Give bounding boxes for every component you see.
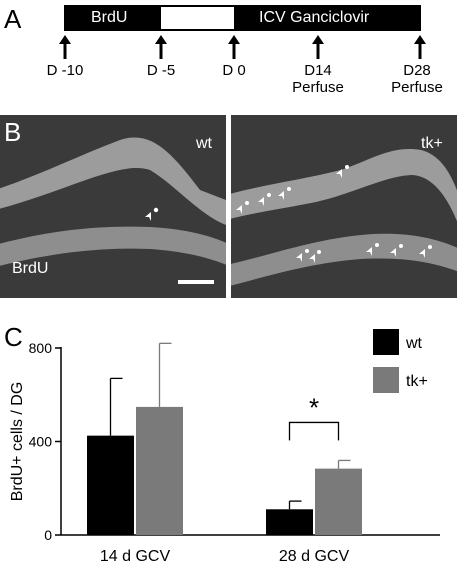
micrograph-tk: tk+: [231, 115, 457, 298]
ganciclovir-bar: ICV Ganciclovir: [234, 5, 421, 31]
scale-bar: [178, 280, 214, 284]
arrow-up-icon: [59, 35, 71, 59]
y-tick-label: 800: [29, 340, 53, 356]
bar-tk: [136, 406, 183, 535]
y-tick-label: 400: [29, 434, 53, 450]
brdu-cell-marker: [236, 165, 432, 263]
genotype-label-wt: wt: [196, 135, 212, 152]
significance-star: *: [309, 392, 319, 422]
arrow-up-icon: [228, 35, 240, 59]
legend-swatch-tk: [373, 367, 399, 393]
panel-c-letter: C: [4, 322, 23, 352]
legend-label-tk: tk+: [406, 373, 428, 390]
ganciclovir-bar-label: ICV Ganciclovir: [259, 9, 370, 26]
y-axis-title: BrdU+ cells / DG: [9, 382, 26, 502]
brdu-bar-chart: 0 400 800 BrdU+ cells / DG 14 d GCV 28 d GCV *…: [9, 329, 440, 565]
timepoint-label: D14 Perfuse: [292, 62, 344, 96]
panel-a-letter: A: [4, 4, 22, 34]
brdu-cell-marker: [145, 207, 159, 221]
timepoint-label: D28 Perfuse: [391, 62, 443, 96]
panel-b-letter: B: [4, 117, 22, 147]
x-category-label: 28 d GCV: [279, 548, 350, 565]
y-tick-label: 0: [44, 527, 52, 543]
timepoint-label: D -10: [46, 62, 84, 79]
micrograph-wt: B wt BrdU: [0, 115, 226, 298]
brdu-bar-label: BrdU: [91, 9, 128, 26]
legend-label-wt: wt: [405, 335, 423, 352]
timepoint-label: D -5: [146, 62, 176, 79]
brdu-bar: BrdU: [64, 5, 161, 31]
bar-wt: [87, 435, 134, 535]
timepoint-label: D 0: [222, 62, 246, 79]
legend-swatch-wt: [373, 329, 399, 355]
significance-bracket: [288, 421, 340, 441]
bar-wt: [266, 509, 313, 535]
arrow-up-icon: [312, 35, 324, 59]
arrow-up-icon: [155, 35, 167, 59]
x-category-label: 14 d GCV: [100, 548, 171, 565]
bar-tk: [315, 468, 362, 535]
washout-gap: [161, 5, 234, 31]
stain-label: BrdU: [12, 260, 49, 277]
arrow-up-icon: [414, 35, 426, 59]
genotype-label-tk: tk+: [421, 135, 443, 152]
